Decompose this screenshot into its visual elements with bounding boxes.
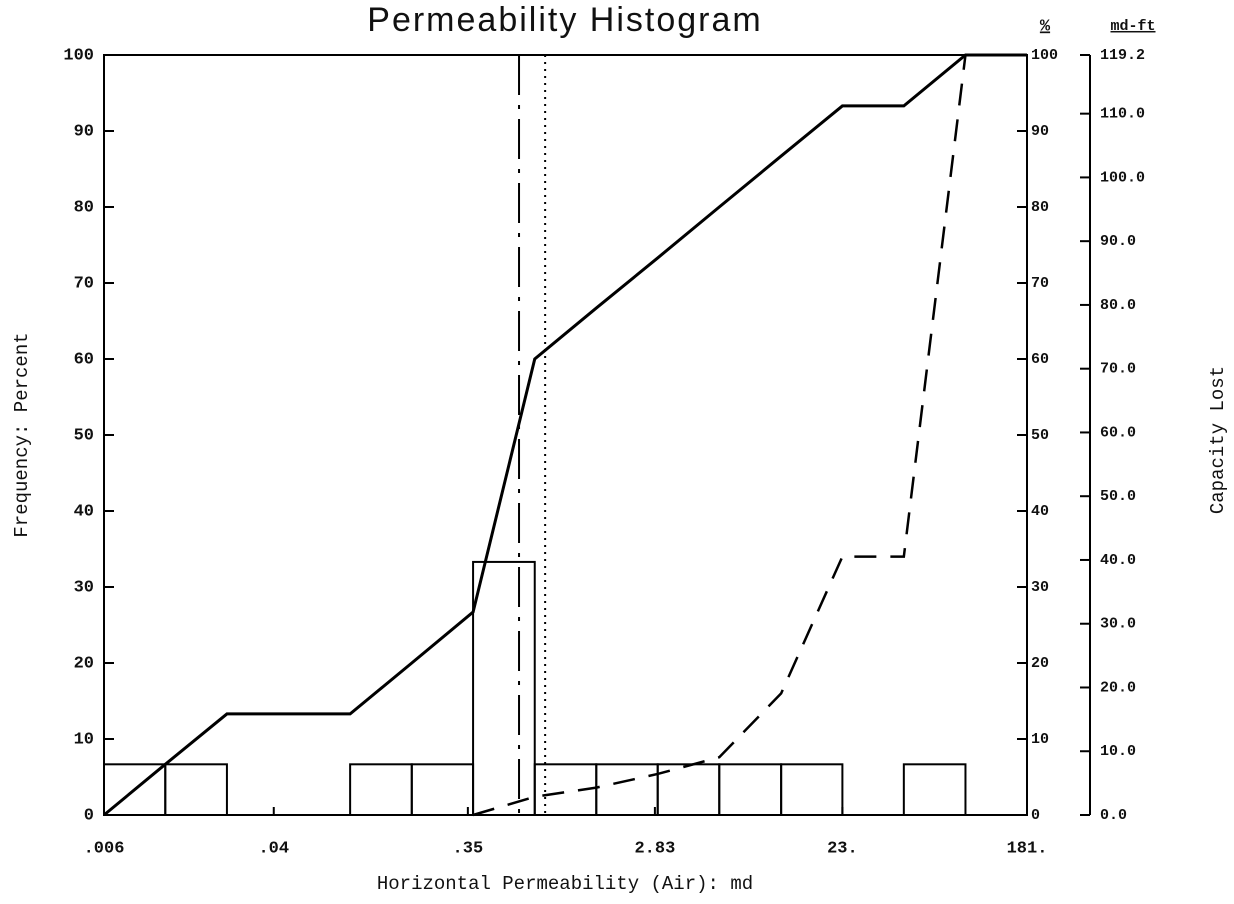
- y-axis-label: Frequency: Percent: [11, 332, 33, 537]
- y3-tick-label: 30.0: [1100, 616, 1136, 633]
- y2-axis-label: Capacity Lost: [1207, 366, 1229, 514]
- chart-title: Permeability Histogram: [367, 1, 762, 39]
- bar: [902, 763, 967, 816]
- y2-tick-label: 90: [1031, 123, 1049, 140]
- y2-tick-label: 70: [1031, 275, 1049, 292]
- y2-header: %: [1040, 17, 1051, 36]
- bar: [164, 763, 228, 816]
- x-tick-label: 23.: [827, 839, 858, 858]
- line: [472, 54, 967, 817]
- x-tick-label: 2.83: [634, 839, 675, 858]
- y3-tick-label: 0.0: [1100, 807, 1127, 824]
- y3-tick-label: 20.0: [1100, 679, 1136, 696]
- y-tick-label: 40: [74, 502, 94, 521]
- y2-tick-label: 40: [1031, 503, 1049, 520]
- y3-tick-label: 70.0: [1100, 361, 1136, 378]
- y2-tick-label: 60: [1031, 351, 1049, 368]
- y2-tick-label: 30: [1031, 579, 1049, 596]
- y2-tick-label: 80: [1031, 199, 1049, 216]
- line: [103, 53, 1027, 817]
- y-tick-label: 100: [63, 46, 94, 65]
- y3-tick-label: 50.0: [1100, 488, 1136, 505]
- bar: [472, 560, 536, 816]
- x-tick-label: .35: [453, 839, 484, 858]
- y2-tick-label: 20: [1031, 655, 1049, 672]
- x-tick-label: .006: [84, 839, 125, 858]
- y-tick-label: 10: [74, 730, 94, 749]
- x-axis-label: Horizontal Permeability (Air): md: [377, 873, 753, 895]
- x-tick-label: 181.: [1007, 839, 1048, 858]
- y-tick-label: 90: [74, 122, 94, 141]
- x-tick-label: .04: [258, 839, 289, 858]
- y-tick-label: 0: [84, 806, 94, 825]
- y3-tick-label: 40.0: [1100, 552, 1136, 569]
- y-tick-label: 30: [74, 578, 94, 597]
- y3-header: md-ft: [1110, 18, 1155, 35]
- y2-tick-label: 0: [1031, 807, 1040, 824]
- y3-tick-label: 119.2: [1100, 47, 1145, 64]
- bar: [595, 763, 659, 816]
- bar: [410, 763, 475, 816]
- bar: [718, 763, 783, 816]
- y3-tick-label: 80.0: [1100, 297, 1136, 314]
- plot-frame: [103, 54, 1028, 816]
- y3-tick-label: 90.0: [1100, 233, 1136, 250]
- bar: [349, 763, 413, 816]
- y-tick-label: 60: [74, 350, 94, 369]
- y2-tick-label: 100: [1031, 47, 1058, 64]
- y2-tick-label: 10: [1031, 731, 1049, 748]
- y-tick-label: 20: [74, 654, 94, 673]
- y-tick-label: 70: [74, 274, 94, 293]
- y-tick-label: 80: [74, 198, 94, 217]
- y-tick-label: 50: [74, 426, 94, 445]
- y3-tick-label: 100.0: [1100, 169, 1145, 186]
- bar: [780, 763, 844, 816]
- y2-tick-label: 50: [1031, 427, 1049, 444]
- y3-tick-label: 60.0: [1100, 424, 1136, 441]
- y3-tick-label: 110.0: [1100, 106, 1145, 123]
- y3-tick-label: 10.0: [1100, 743, 1136, 760]
